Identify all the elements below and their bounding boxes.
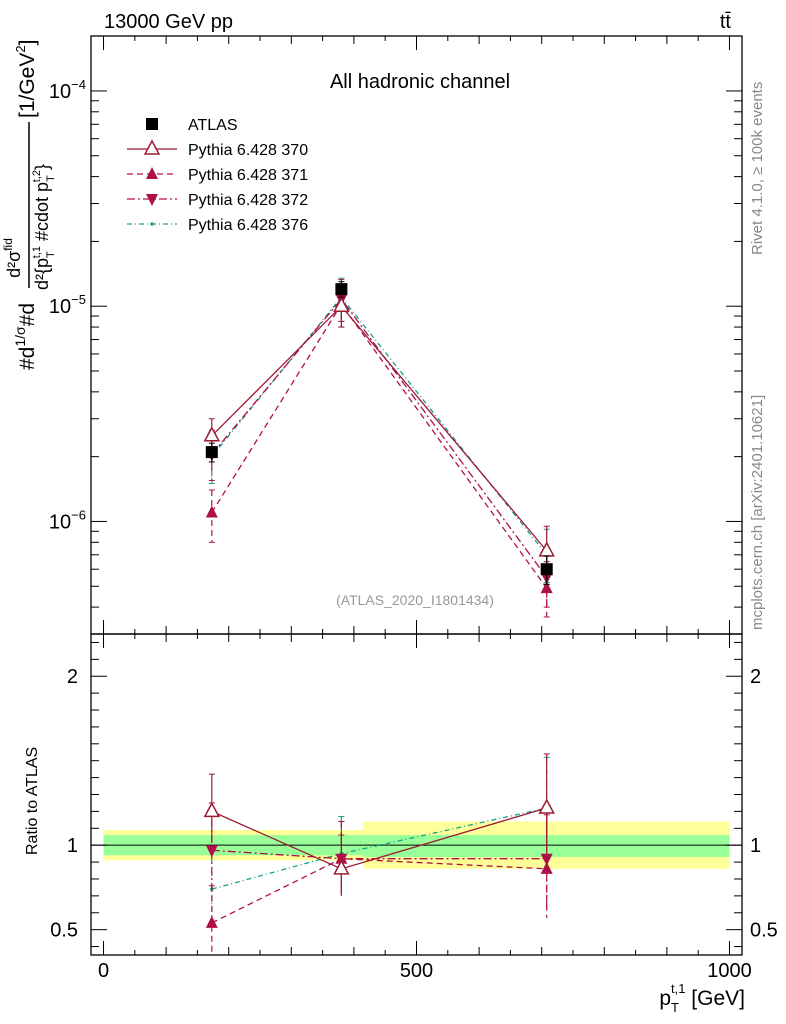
svg-text:#d1/σ#d: #d1/σ#d xyxy=(12,303,39,370)
ytick-main-label-1: 10−5 xyxy=(49,292,86,318)
ylabel-den: d²{p xyxy=(32,258,52,290)
ylabel-num-sup: fid xyxy=(1,238,15,251)
main-ylabel: #d1/σ#d d²σfid d²{pTt,1 #cdot pTt,2} [1/… xyxy=(1,40,57,370)
ytick-ratio-label-right-0: 2 xyxy=(750,666,761,688)
ytick-main-label-2: 10−6 xyxy=(49,507,86,533)
ylabel-den-sub: T xyxy=(45,251,57,258)
legend-marker-pythia-6-428-376 xyxy=(150,222,154,226)
ylabel-frac: 1/σ xyxy=(12,326,28,347)
ratio-bands xyxy=(91,821,742,869)
xtick-label-0: 0 xyxy=(98,960,109,982)
main-point-pythia-6-428-370-0 xyxy=(203,426,221,442)
ylabel-unit: [1/GeV xyxy=(16,53,39,118)
ratio-series xyxy=(203,753,555,955)
xlabel-main: p xyxy=(659,987,671,1010)
main-line-pythia-6-428-376 xyxy=(211,296,548,556)
legend: ATLAS Pythia 6.428 370 Pythia 6.428 371 Pyt… xyxy=(127,117,308,234)
xtick-label-500: 500 xyxy=(400,960,433,982)
main-series xyxy=(203,277,555,618)
legend-marker-pythia-6-428-372 xyxy=(146,194,158,206)
ytick-ratio-label-left-0: 2 xyxy=(67,666,78,688)
svg-text:d²σfid: d²σfid xyxy=(1,238,24,278)
legend-label-pythia-6-428-371: Pythia 6.428 371 xyxy=(188,167,308,184)
ratio-point-pythia-6-428-370-2 xyxy=(538,798,555,814)
legend-label-pythia-6-428-370: Pythia 6.428 370 xyxy=(188,142,308,159)
main-point-atlas-0 xyxy=(205,446,218,459)
legend-marker-pythia-6-428-370 xyxy=(143,139,161,155)
ytick-ratio-label-left-2: 0.5 xyxy=(50,920,78,942)
legend-marker-atlas xyxy=(146,118,158,130)
ylabel-num: d²σ xyxy=(4,251,24,278)
side-text-top: Rivet 4.1.0, ≥ 100k events xyxy=(749,82,766,255)
ylabel-den-end: } xyxy=(32,164,52,170)
side-text-bottom: mcplots.cern.ch [arXiv:2401.10621] xyxy=(749,395,766,630)
axis-ticks: 0 500 1000 10−4 10−5 10−6 2 2 1 1 0.5 0.5 xyxy=(49,36,778,982)
main-point-pythia-6-428-371-0 xyxy=(205,505,218,518)
main-point-pythia-6-428-370-1 xyxy=(333,296,350,312)
xlabel-sup: t,1 xyxy=(671,981,685,996)
ratio-point-pythia-6-428-370-0 xyxy=(203,801,221,818)
ratio-point-pythia-6-428-371-2 xyxy=(540,861,553,874)
ylabel-prefix: #d xyxy=(16,347,39,370)
main-line-pythia-6-428-370 xyxy=(211,305,548,552)
ratio-ylabel: Ratio to ATLAS xyxy=(24,747,41,855)
ratio-point-pythia-6-428-371-0 xyxy=(205,915,218,928)
main-line-pythia-6-428-371 xyxy=(211,303,548,589)
ytick-ratio-label-right-2: 0.5 xyxy=(750,920,778,942)
ytick-ratio-label-left-1: 1 xyxy=(67,835,78,857)
main-line-pythia-6-428-372 xyxy=(211,297,548,578)
xlabel-sub: T xyxy=(671,1000,679,1015)
main-point-atlas-2 xyxy=(540,563,553,576)
ytick-main-label-0: 10−4 xyxy=(49,77,86,103)
ratio-point-pythia-6-428-370-1 xyxy=(333,859,350,875)
svg-text:d²{pTt,1 #cdot pTt,2}: d²{pTt,1 #cdot pTt,2} xyxy=(31,164,57,290)
ylabel-den-mid: #cdot p xyxy=(32,182,52,246)
ylabel-unit-end: ] xyxy=(16,40,39,46)
xlabel-unit: [GeV] xyxy=(685,987,745,1010)
main-point-atlas-1 xyxy=(335,283,348,296)
legend-label-pythia-6-428-376: Pythia 6.428 376 xyxy=(188,217,308,234)
xtick-label-1000: 1000 xyxy=(707,960,752,982)
ylabel-den-sub2: T xyxy=(45,175,57,182)
ytick-ratio-label-right-1: 1 xyxy=(750,835,761,857)
ratio-point-pythia-6-428-372-0 xyxy=(205,845,218,858)
legend-marker-pythia-6-428-371 xyxy=(146,167,158,179)
ylabel-den-sup: t,1 xyxy=(31,246,43,258)
chart-title: All hadronic channel xyxy=(330,71,510,93)
watermark: (ATLAS_2020_I1801434) xyxy=(336,592,494,608)
ylabel-den-sup2: t,2 xyxy=(31,170,43,182)
ratio-frame xyxy=(90,633,743,956)
header-right: tt̄ xyxy=(720,11,732,33)
x-axis-label: pTt,1 [GeV] xyxy=(659,981,745,1015)
svg-text:[1/GeV2]: [1/GeV2] xyxy=(13,40,39,118)
main-point-pythia-6-428-371-2 xyxy=(540,581,553,594)
ylabel-unit-sup: 2 xyxy=(13,45,28,52)
header-left: 13000 GeV pp xyxy=(104,11,233,33)
ylabel-mid: #d xyxy=(16,303,39,326)
legend-label-atlas: ATLAS xyxy=(188,117,238,134)
legend-label-pythia-6-428-372: Pythia 6.428 372 xyxy=(188,192,308,209)
